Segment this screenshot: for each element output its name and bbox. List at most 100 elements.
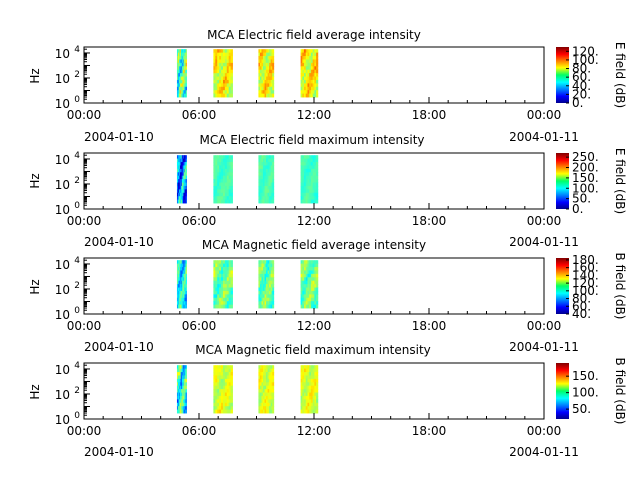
- spectrogram-cell: [219, 368, 222, 373]
- spectrogram-cell: [213, 182, 216, 187]
- spectrogram-cell: [228, 168, 232, 173]
- y-axis-label: Hz: [28, 68, 42, 83]
- spectrogram-cell: [228, 59, 232, 64]
- spectrogram-cell: [184, 406, 186, 411]
- spectrogram-cell: [259, 273, 262, 278]
- spectrogram-cell: [221, 260, 224, 265]
- spectrogram-cell: [176, 277, 179, 282]
- spectrogram-cell: [185, 375, 187, 380]
- spectrogram-cell: [270, 375, 273, 380]
- spectrogram-cell: [309, 179, 312, 183]
- spectrogram-cell: [302, 273, 305, 278]
- spectrogram-cell: [228, 273, 232, 278]
- spectrogram-cell: [270, 260, 273, 265]
- spectrogram-cell: [316, 409, 319, 414]
- spectrogram-cell: [312, 185, 315, 190]
- spectrogram-cell: [221, 76, 224, 81]
- spectrogram-cell: [269, 378, 272, 383]
- spectrogram-cell: [183, 158, 186, 163]
- spectrogram-cell: [302, 263, 305, 268]
- spectrogram-cell: [310, 83, 314, 88]
- spectrogram-cell: [182, 93, 185, 98]
- spectrogram-cell: [176, 165, 179, 170]
- spectrogram-cell: [300, 86, 303, 91]
- spectrogram-cell: [267, 297, 270, 302]
- spectrogram-cell: [226, 62, 230, 67]
- spectrogram-cell: [180, 284, 183, 288]
- spectrogram-cell: [312, 284, 315, 288]
- spectrogram-cell: [316, 280, 319, 285]
- spectrogram-cell: [302, 69, 305, 74]
- spectrogram-cell: [314, 90, 317, 95]
- spectrogram-cell: [180, 267, 183, 271]
- spectrogram-cell: [215, 76, 218, 81]
- spectrogram-cell: [270, 263, 273, 268]
- spectrogram-cell: [272, 189, 275, 194]
- spectrogram-cell: [302, 165, 305, 170]
- spectrogram-cell: [261, 168, 264, 173]
- spectrogram-cell: [182, 372, 185, 376]
- spectrogram-cell: [183, 185, 186, 190]
- spectrogram-cell: [183, 399, 186, 404]
- spectrogram-cell: [305, 301, 308, 306]
- spectrogram-cell: [226, 93, 230, 98]
- spectrogram-cell: [221, 196, 224, 201]
- spectrogram-cell: [176, 182, 179, 187]
- spectrogram-cell: [181, 175, 184, 180]
- spectrogram-cell: [269, 270, 272, 275]
- spectrogram-cell: [258, 297, 261, 302]
- spectrogram-cell: [304, 172, 307, 177]
- spectrogram-cell: [316, 297, 319, 302]
- spectrogram-cell: [185, 49, 187, 54]
- spectrogram-cell: [179, 273, 182, 278]
- spectrogram-cell: [215, 277, 218, 282]
- spectrogram-cell: [266, 93, 269, 98]
- spectrogram-cell: [261, 382, 264, 387]
- spectrogram-cell: [307, 280, 310, 285]
- spectrogram-cell: [258, 158, 261, 163]
- spectrogram-cell: [270, 301, 273, 306]
- spectrogram-cell: [309, 270, 312, 275]
- spectrogram-cell: [176, 389, 179, 393]
- spectrogram-cell: [228, 73, 232, 77]
- spectrogram-cell: [272, 199, 275, 204]
- spectrogram-cell: [264, 395, 267, 400]
- spectrogram-cell: [184, 162, 186, 166]
- spectrogram-cell: [222, 189, 226, 194]
- spectrogram-cell: [267, 267, 270, 271]
- spectrogram-cell: [264, 52, 267, 57]
- spectrogram-cell: [226, 168, 230, 173]
- colorbar-tick-label: 40.: [572, 79, 591, 93]
- spectrogram-cell: [259, 284, 262, 288]
- colorbar-tick-label: 120.: [572, 276, 599, 290]
- x-ticks: 00:00 06:00 12:00 18:00 00:00: [67, 203, 561, 228]
- spectrogram-cell: [181, 62, 184, 67]
- spectrogram-cell: [263, 52, 265, 57]
- spectrogram-cell: [316, 273, 319, 278]
- spectrogram-cell: [179, 162, 182, 166]
- spectrogram-cell: [215, 290, 218, 295]
- spectrogram-cell: [228, 90, 232, 95]
- spectrogram-cell: [183, 395, 186, 400]
- spectrogram-cell: [178, 372, 181, 376]
- spectrogram-cell: [226, 56, 230, 60]
- spectrogram-cell: [178, 284, 181, 288]
- spectrogram-cell: [272, 399, 275, 404]
- spectrogram-cell: [267, 199, 270, 204]
- spectrogram-cell: [219, 168, 222, 173]
- spectrogram-cell: [179, 158, 182, 163]
- spectrogram-cell: [222, 372, 226, 376]
- spectrogram-cell: [222, 301, 226, 306]
- panel-electric-average: MCA Electric field average intensity Hz …: [28, 28, 627, 144]
- spectrogram-cell: [267, 389, 270, 393]
- spectrogram-cell: [309, 175, 312, 180]
- spectrogram-cell: [261, 280, 264, 285]
- spectrogram-cell: [266, 83, 269, 88]
- spectrogram-cell: [316, 59, 319, 64]
- spectrogram-cell: [219, 86, 222, 91]
- spectrogram-cell: [180, 290, 183, 295]
- spectrogram-cell: [269, 185, 272, 190]
- spectrogram-cell: [312, 52, 315, 57]
- spectrogram-cell: [185, 406, 187, 411]
- spectrogram-cell: [269, 260, 272, 265]
